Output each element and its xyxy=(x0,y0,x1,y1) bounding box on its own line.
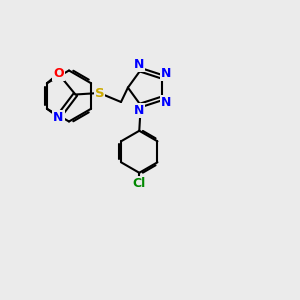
Text: O: O xyxy=(53,67,64,80)
Text: N: N xyxy=(161,96,172,109)
Text: N: N xyxy=(161,67,172,80)
Text: Cl: Cl xyxy=(133,177,146,190)
Text: N: N xyxy=(134,58,144,71)
Text: N: N xyxy=(53,111,64,124)
Text: S: S xyxy=(94,86,104,100)
Text: N: N xyxy=(134,104,144,118)
